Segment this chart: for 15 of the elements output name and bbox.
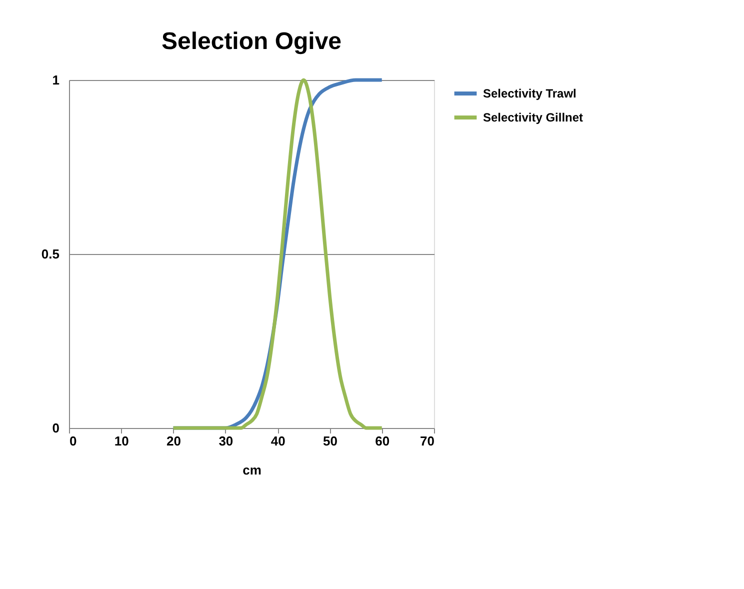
x-tick-label: 70 — [420, 434, 434, 448]
x-tick-label: 60 — [375, 434, 390, 448]
y-tick-label: 0 — [52, 420, 60, 436]
x-tick-label: 0 — [70, 434, 77, 448]
x-tick-label: 20 — [166, 434, 182, 448]
chart-title: Selection Ogive — [161, 28, 342, 55]
x-axis-title: cm — [242, 462, 262, 478]
legend-label: Selectivity Gillnet — [483, 110, 584, 124]
x-tick-label: 10 — [114, 434, 129, 448]
x-tick-label: 40 — [270, 434, 286, 448]
x-tick-label: 50 — [322, 434, 338, 448]
x-tick-label: 30 — [218, 434, 234, 448]
y-tick-label: 1 — [52, 72, 60, 88]
legend-label: Selectivity Trawl — [483, 86, 576, 100]
y-tick-label: 0.5 — [41, 246, 60, 262]
